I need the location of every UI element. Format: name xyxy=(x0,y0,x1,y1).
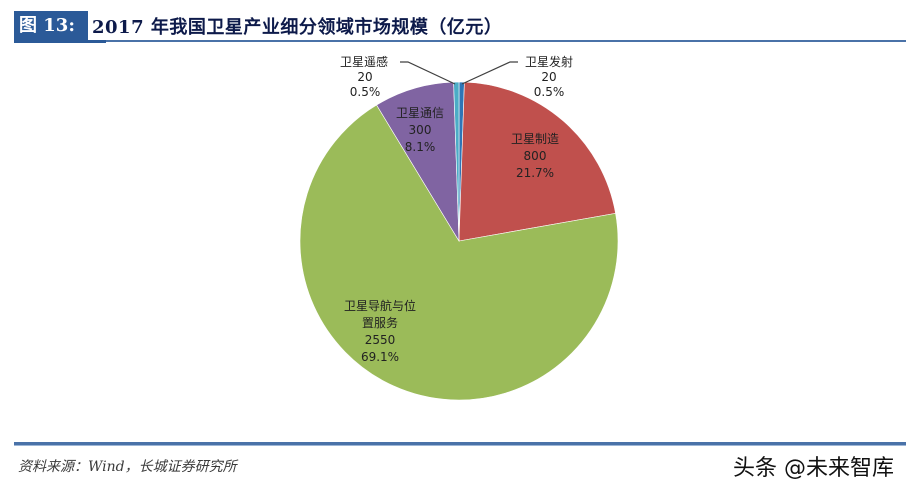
pie-slices xyxy=(299,81,619,401)
leader-line-launch xyxy=(461,61,518,85)
pie-slice xyxy=(299,104,619,401)
watermark: 头条 @未来智库 xyxy=(733,456,894,481)
figure-header: 图 13: 2017 年我国卫星产业细分领域市场规模（亿元） xyxy=(14,11,502,40)
label-manufacturing-pct: 21.7% xyxy=(516,166,554,180)
label-launch-name: 卫星发射 xyxy=(525,54,573,69)
label-remote-sensing-pct: 0.5% xyxy=(350,85,381,99)
pie-slice xyxy=(453,81,460,242)
leader-line-remote-sensing xyxy=(400,61,456,85)
footer-divider xyxy=(14,442,906,446)
source-note: 资料来源：Wind，长城证券研究所 xyxy=(18,459,237,475)
label-communication-value: 300 xyxy=(409,123,432,137)
label-remote-sensing-value: 20 xyxy=(357,70,372,84)
label-navigation-pct: 69.1% xyxy=(361,350,399,364)
pie-slice xyxy=(458,81,616,242)
label-launch-pct: 0.5% xyxy=(534,85,565,99)
label-launch-value: 20 xyxy=(541,70,556,84)
header-divider xyxy=(14,40,906,42)
label-manufacturing-name: 卫星制造 xyxy=(511,132,559,146)
label-communication-pct: 8.1% xyxy=(405,140,436,154)
header-divider-accent xyxy=(14,40,106,43)
label-navigation-value: 2550 xyxy=(365,333,396,347)
label-navigation-name-line1: 卫星导航与位 xyxy=(344,298,416,313)
label-navigation-name-line2: 置服务 xyxy=(362,315,398,330)
label-communication-name: 卫星通信 xyxy=(396,106,444,120)
label-remote-sensing-name: 卫星遥感 xyxy=(340,54,388,69)
figure-title: 2017 年我国卫星产业细分领域市场规模（亿元） xyxy=(92,16,503,38)
figure-number-label: 图 13: xyxy=(14,11,88,40)
label-manufacturing-value: 800 xyxy=(524,149,547,163)
